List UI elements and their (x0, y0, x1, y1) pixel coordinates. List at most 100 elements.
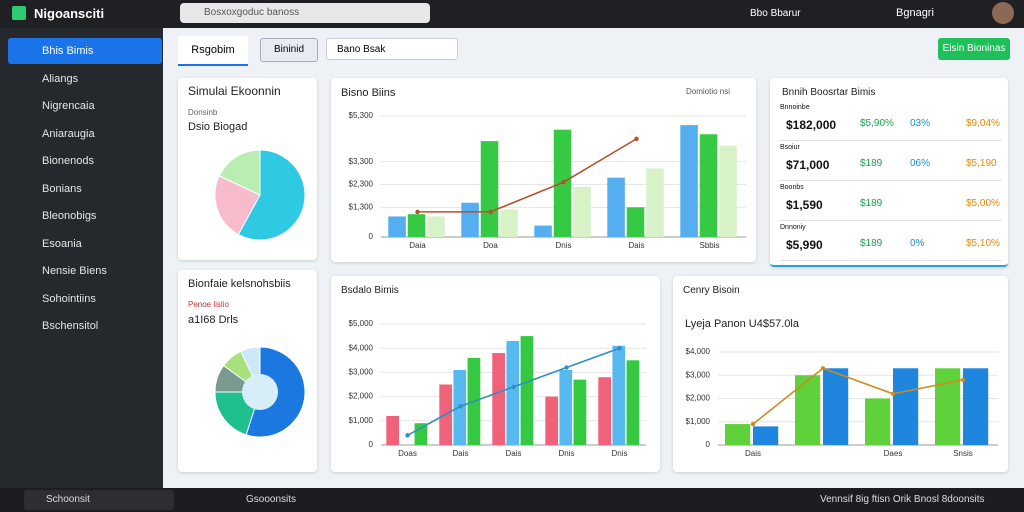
pie-slice (214, 175, 261, 236)
user-name[interactable]: Bgnagri (896, 7, 934, 19)
y-tick-label: $2,300 (349, 180, 374, 189)
metric-label: Boonbs (780, 184, 804, 191)
x-tick-label: Daes (884, 449, 903, 458)
sidebar-item[interactable]: Nigrencaia (42, 100, 95, 112)
bar (598, 377, 612, 445)
y-tick-label: $3,000 (349, 368, 374, 377)
bar (427, 216, 445, 237)
bar (646, 168, 664, 237)
card-title: Cenry Bisoin (683, 285, 740, 296)
bar (753, 426, 779, 445)
metric-value: $5,90% (860, 118, 894, 129)
card-title: Simulai Ekoonnin (188, 84, 281, 98)
taskbar: Schoonsit Gsooonsits Vennsif 8ig ftisn O… (0, 488, 1024, 512)
logo (12, 6, 26, 20)
chart-card: 0 $1,000 $2,000 $3,000 $4,000 Dais Daes Snsis Ce… (673, 276, 1008, 472)
taskbar-app[interactable]: Gsooonsits (246, 494, 297, 505)
metric-label: Dnnoniy (780, 224, 806, 231)
sidebar-item[interactable]: Nensie Biens (42, 265, 107, 277)
bar (612, 345, 626, 445)
bar (626, 207, 645, 237)
taskbar-search[interactable]: Schoonsit (24, 490, 174, 510)
y-tick-label: $5,000 (349, 319, 374, 328)
avatar[interactable] (992, 2, 1014, 24)
sidebar-item[interactable]: Bleonobigs (42, 210, 97, 222)
line-point (750, 421, 756, 427)
metric-value: $189 (860, 158, 883, 169)
bar (963, 368, 989, 445)
button[interactable]: Bininid (260, 38, 318, 62)
card-title: Bsdalo Bimis (341, 285, 399, 296)
y-tick-label: $2,000 (349, 392, 374, 401)
bar (893, 368, 919, 445)
pie-slice (237, 149, 306, 241)
bar (480, 141, 499, 237)
sidebar-item[interactable]: Bhis Bimis (8, 38, 162, 64)
bar (559, 369, 573, 445)
bar (680, 125, 698, 237)
metric-value: $189 (860, 238, 883, 249)
line-point (405, 433, 410, 438)
search-box[interactable]: Bosxoxgoduc banoss (180, 3, 430, 23)
line-point (890, 391, 896, 397)
y-tick-label: 0 (369, 232, 374, 241)
bar (699, 134, 718, 237)
bar (388, 216, 406, 237)
y-tick-label: $4,000 (349, 343, 374, 352)
bar (719, 145, 737, 237)
chart (214, 149, 306, 241)
sidebar-item[interactable]: Aliangs (42, 72, 79, 85)
line-point (458, 404, 463, 409)
card-title: Bisno Biins (341, 87, 396, 99)
chart: 0 $1,300 $2,300 $3,300 $5,300 Daia Doa Dnis Dais… (349, 111, 746, 250)
line (752, 367, 964, 425)
y-tick-label: 0 (706, 440, 711, 449)
y-tick-label: 0 (369, 440, 374, 449)
x-tick-label: Dais (452, 449, 468, 458)
sidebar-item[interactable]: Bschensitol (42, 320, 99, 332)
metric-value: $5,10% (966, 238, 1000, 249)
taskbar-status: Vennsif 8ig ftisn Orik Bnosl 8doonsits (820, 494, 985, 505)
dropdown[interactable]: Bano Bsak (326, 38, 458, 60)
top-link[interactable]: Bbo Bbarur (750, 8, 801, 19)
sidebar-item[interactable]: Bonians (42, 182, 82, 195)
sidebar-item[interactable]: Esoania (42, 237, 82, 250)
sidebar-item[interactable]: Aniaraugia (42, 127, 95, 140)
x-tick-label: Dais (745, 449, 761, 458)
bar (865, 398, 891, 445)
top-bar: Nigoansciti Bosxoxgoduc banoss Bbo Bbaru… (0, 0, 1024, 28)
x-tick-label: Dnis (555, 241, 571, 250)
metric-value: $71,000 (786, 158, 830, 172)
x-tick-label: Doas (398, 449, 417, 458)
action-button[interactable]: Eisin Bioninas (938, 38, 1010, 60)
sidebar-item[interactable]: Bionenods (42, 155, 94, 167)
metric-value: $5,190 (966, 158, 997, 169)
x-tick-label: Dnis (558, 449, 574, 458)
metric-value: $189 (860, 198, 883, 209)
bar (534, 225, 552, 237)
chart: 0 $1,000 $2,000 $3,000 $4,000 $5,000 Doas Dais D… (349, 319, 646, 458)
sidebar-item[interactable]: Sohointiins (42, 292, 96, 305)
bar (386, 415, 400, 445)
metric-label: Bsoiur (780, 144, 800, 151)
x-tick-label: Doa (483, 241, 498, 250)
chart-card: 0 $1,000 $2,000 $3,000 $4,000 $5,000 Doas Dais D… (331, 276, 660, 472)
metric-row: Boonbs $1,590 $189 $5,00% (780, 182, 1002, 221)
metric-row: Dnnoniy $5,990 $189 0% $5,10% (780, 222, 1002, 261)
card-link[interactable]: Domiotio nsi (686, 87, 731, 96)
x-tick-label: Daia (409, 241, 426, 250)
bar (545, 396, 559, 445)
metrics-card: Bnnih Boosrtar Bimis Bnnoinbe $182,000 $5,… (770, 78, 1008, 267)
bar (725, 424, 751, 445)
card-subtitle: Penoe lislio (188, 300, 229, 309)
bar (461, 202, 479, 237)
card-title: Bnnih Boosrtar Bimis (782, 87, 876, 98)
line-point (415, 209, 420, 215)
x-tick-label: Dnis (611, 449, 627, 458)
y-tick-label: $1,300 (349, 202, 374, 211)
line (417, 138, 637, 213)
bar (500, 209, 518, 237)
x-tick-label: Snsis (953, 449, 973, 458)
tab[interactable]: Rsgobim (178, 36, 248, 66)
card-title: Bionfaie kelsnohsbiis (188, 278, 291, 290)
